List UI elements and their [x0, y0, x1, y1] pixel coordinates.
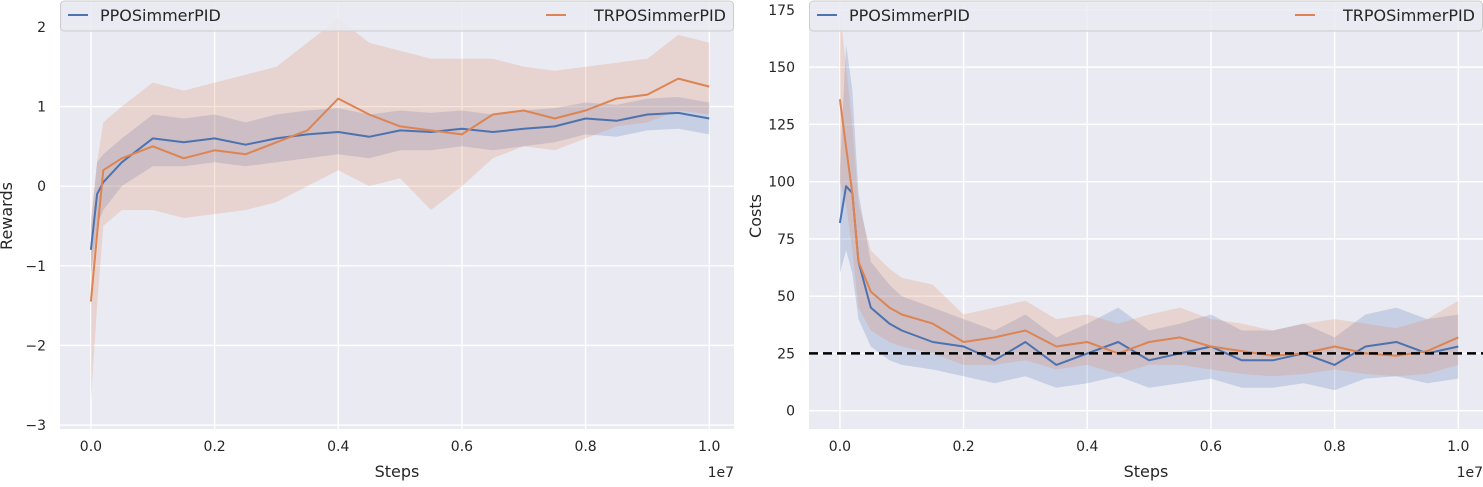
y-tick-label: −3 [25, 418, 46, 434]
x-tick-label: 0.0 [829, 439, 851, 455]
plot-background [60, 3, 734, 429]
x-tick-label: 0.6 [1200, 439, 1222, 455]
series-line-2 [838, 99, 1459, 357]
x-tick-label: 0.0 [80, 439, 102, 455]
x-tick-label: 0.6 [451, 439, 473, 455]
y-tick-label: −2 [25, 338, 46, 354]
x-tick-label: 0.4 [327, 439, 349, 455]
y-tick-label: 25 [777, 346, 795, 362]
series-line-1 [89, 111, 710, 250]
legend-box [60, 0, 734, 32]
y-tick-label: 125 [768, 117, 795, 133]
legend-label-1: PPOSimmerPID [100, 6, 221, 25]
y-axis-label: Costs [746, 194, 765, 238]
x-tick-label: 1.0 [1447, 439, 1469, 455]
legend-label-2: TRPOSimmerPID [1342, 6, 1475, 25]
y-tick-label: 175 [768, 3, 795, 19]
legend: PPOSimmerPID TRPOSimmerPID [809, 0, 1483, 32]
y-tick-label: 100 [768, 175, 795, 191]
x-tick-label: 0.2 [203, 439, 225, 455]
y-tick-label: −1 [25, 259, 46, 275]
y-tick-label: 1 [37, 100, 46, 116]
series-line-1 [838, 185, 1459, 366]
legend-label-1: PPOSimmerPID [849, 6, 970, 25]
x-axis-label: Steps [1124, 462, 1169, 481]
chart-1: 0.0 0.2 0.4 0.6 0.8 1.0 −3 −2 −1 0 1 2 Steps Rewards 1… [0, 0, 734, 481]
legend: PPOSimmerPID TRPOSimmerPID [60, 0, 734, 32]
x-scale-label: 1e7 [708, 465, 734, 481]
y-axis-label: Rewards [0, 182, 16, 250]
series-line-2 [89, 77, 710, 302]
x-axis-label: Steps [375, 462, 420, 481]
y-tick-label: 0 [786, 404, 795, 420]
y-tick-label: 0 [37, 179, 46, 195]
y-tick-label: 75 [777, 232, 795, 248]
series-band-1 [90, 97, 710, 274]
y-tick-label: 150 [768, 60, 795, 76]
x-tick-label: 0.2 [952, 439, 974, 455]
series-band-2 [839, 9, 1459, 377]
legend-label-2: TRPOSimmerPID [593, 6, 726, 25]
series-band-2 [90, 18, 710, 402]
y-tick-label: 50 [777, 289, 795, 305]
x-tick-label: 1.0 [698, 439, 720, 455]
chart-2: 0.0 0.2 0.4 0.6 0.8 1.0 0 25 50 75 100 125 150 175 Ste… [746, 0, 1483, 481]
x-scale-label: 1e7 [1457, 465, 1483, 481]
y-tick-label: 2 [37, 20, 46, 36]
x-tick-label: 0.8 [1323, 439, 1345, 455]
x-tick-label: 0.4 [1076, 439, 1098, 455]
x-tick-label: 0.8 [574, 439, 596, 455]
